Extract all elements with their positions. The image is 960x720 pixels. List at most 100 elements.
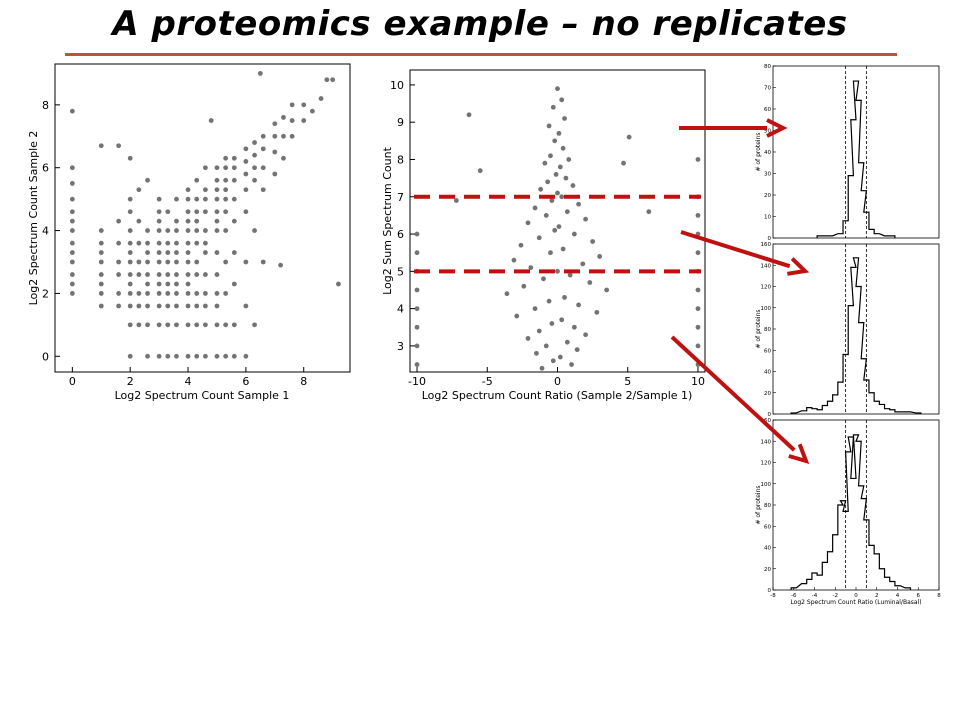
scatter-point [127,281,133,287]
scatter-point [202,322,208,328]
scatter-point [194,272,200,277]
ma-point [562,116,567,121]
scatter-point [127,250,133,255]
x-tick-label: 8 [937,593,941,599]
scatter-point [243,209,249,215]
scatter-point [156,218,162,224]
scatter-point [194,228,200,233]
ma-point [567,272,573,278]
ma-point [414,306,420,312]
scatter-point [202,353,208,359]
scatter-point [127,228,133,233]
ma-point [553,171,559,177]
ma-point [477,168,483,174]
scatter-point [127,259,133,265]
y-tick-label: 140 [761,439,772,445]
y-tick-label: 4 [42,225,49,238]
slide-title: A proteomics example – no replicates [112,4,848,44]
scatter-point [214,291,220,296]
ma-point [552,227,558,233]
scatter-point [243,171,249,177]
ma-point [559,194,565,200]
histogram-y-label: # of proteins [755,309,762,348]
scatter-point [69,240,75,246]
scatter-point [260,259,266,265]
ma-point [414,324,420,330]
y-tick-label: 9 [397,116,404,129]
ma-point [555,86,560,92]
scatter-point [127,272,133,277]
ma-point [570,183,576,188]
scatter-point [116,303,122,309]
y-tick-label: 70 [764,86,771,92]
scatter-point [231,165,237,171]
scatter-point [69,272,75,277]
ma-point [695,287,701,293]
x-tick-label: -5 [482,375,493,388]
scatter-point [127,322,133,328]
scatter-point [223,259,229,265]
scatter-point [145,291,150,296]
scatter-point [165,303,171,309]
ma-point [532,306,538,312]
ma-point [583,216,588,222]
scatter-point [156,209,162,215]
scatter-point [69,218,75,224]
scatter-point [194,240,200,246]
y-tick-label: 40 [764,546,771,552]
scatter-point [116,291,122,296]
scatter-point [156,281,162,287]
scatter-point [165,353,171,359]
y-tick-label: 140 [761,263,772,269]
ma-point [536,328,542,334]
ma-point [528,265,534,271]
scatter-point [202,291,208,296]
y-tick-label: 5 [397,265,404,278]
scatter-point [69,181,75,186]
ma-point [695,324,701,330]
scatter-point [260,165,266,171]
ma-point [557,164,563,170]
scatter-point [301,102,307,108]
ma-point [550,358,556,364]
ma-point [414,343,420,349]
histogram-x-label: Log2 Spectrum Count Ratio (Luminal/Basal… [790,599,921,606]
ma-point [564,339,570,345]
scatter-point [252,177,257,183]
ma-point [548,153,553,159]
y-tick-label: 3 [397,340,404,353]
ma-point [556,224,562,229]
ma-point [525,336,531,341]
scatter-point [145,250,150,255]
ma-point [695,157,701,162]
scatter-point [98,143,104,149]
scatter-point [318,96,324,101]
scatter-point [202,240,208,246]
ma-point [543,343,549,349]
scatter-point [145,353,150,359]
scatter-point [136,240,142,246]
scatter-point [98,272,104,277]
ma-point [549,198,555,203]
ma-point [583,332,588,338]
scatter-point [194,303,200,309]
scatter-point [272,149,278,155]
x-tick-label: -8 [770,593,776,599]
scatter-point [252,152,257,158]
scatter-point [165,291,171,296]
scatter-point [231,196,237,202]
scatter-point [127,353,133,359]
ma-point [576,302,581,308]
scatter-point [231,322,237,328]
y-tick-label: 80 [764,503,771,509]
scatter-point [156,228,162,233]
scatter-point [272,171,278,177]
scatter-point [243,259,249,265]
ma-point [587,280,593,285]
y-tick-label: 0 [42,350,49,363]
ma-ticks: -10 -5 0 5 10 3 4 5 6 7 8 9 10 [390,79,705,388]
scatter-point [116,143,122,149]
scatter-point [185,353,191,359]
scatter-point [165,240,171,246]
